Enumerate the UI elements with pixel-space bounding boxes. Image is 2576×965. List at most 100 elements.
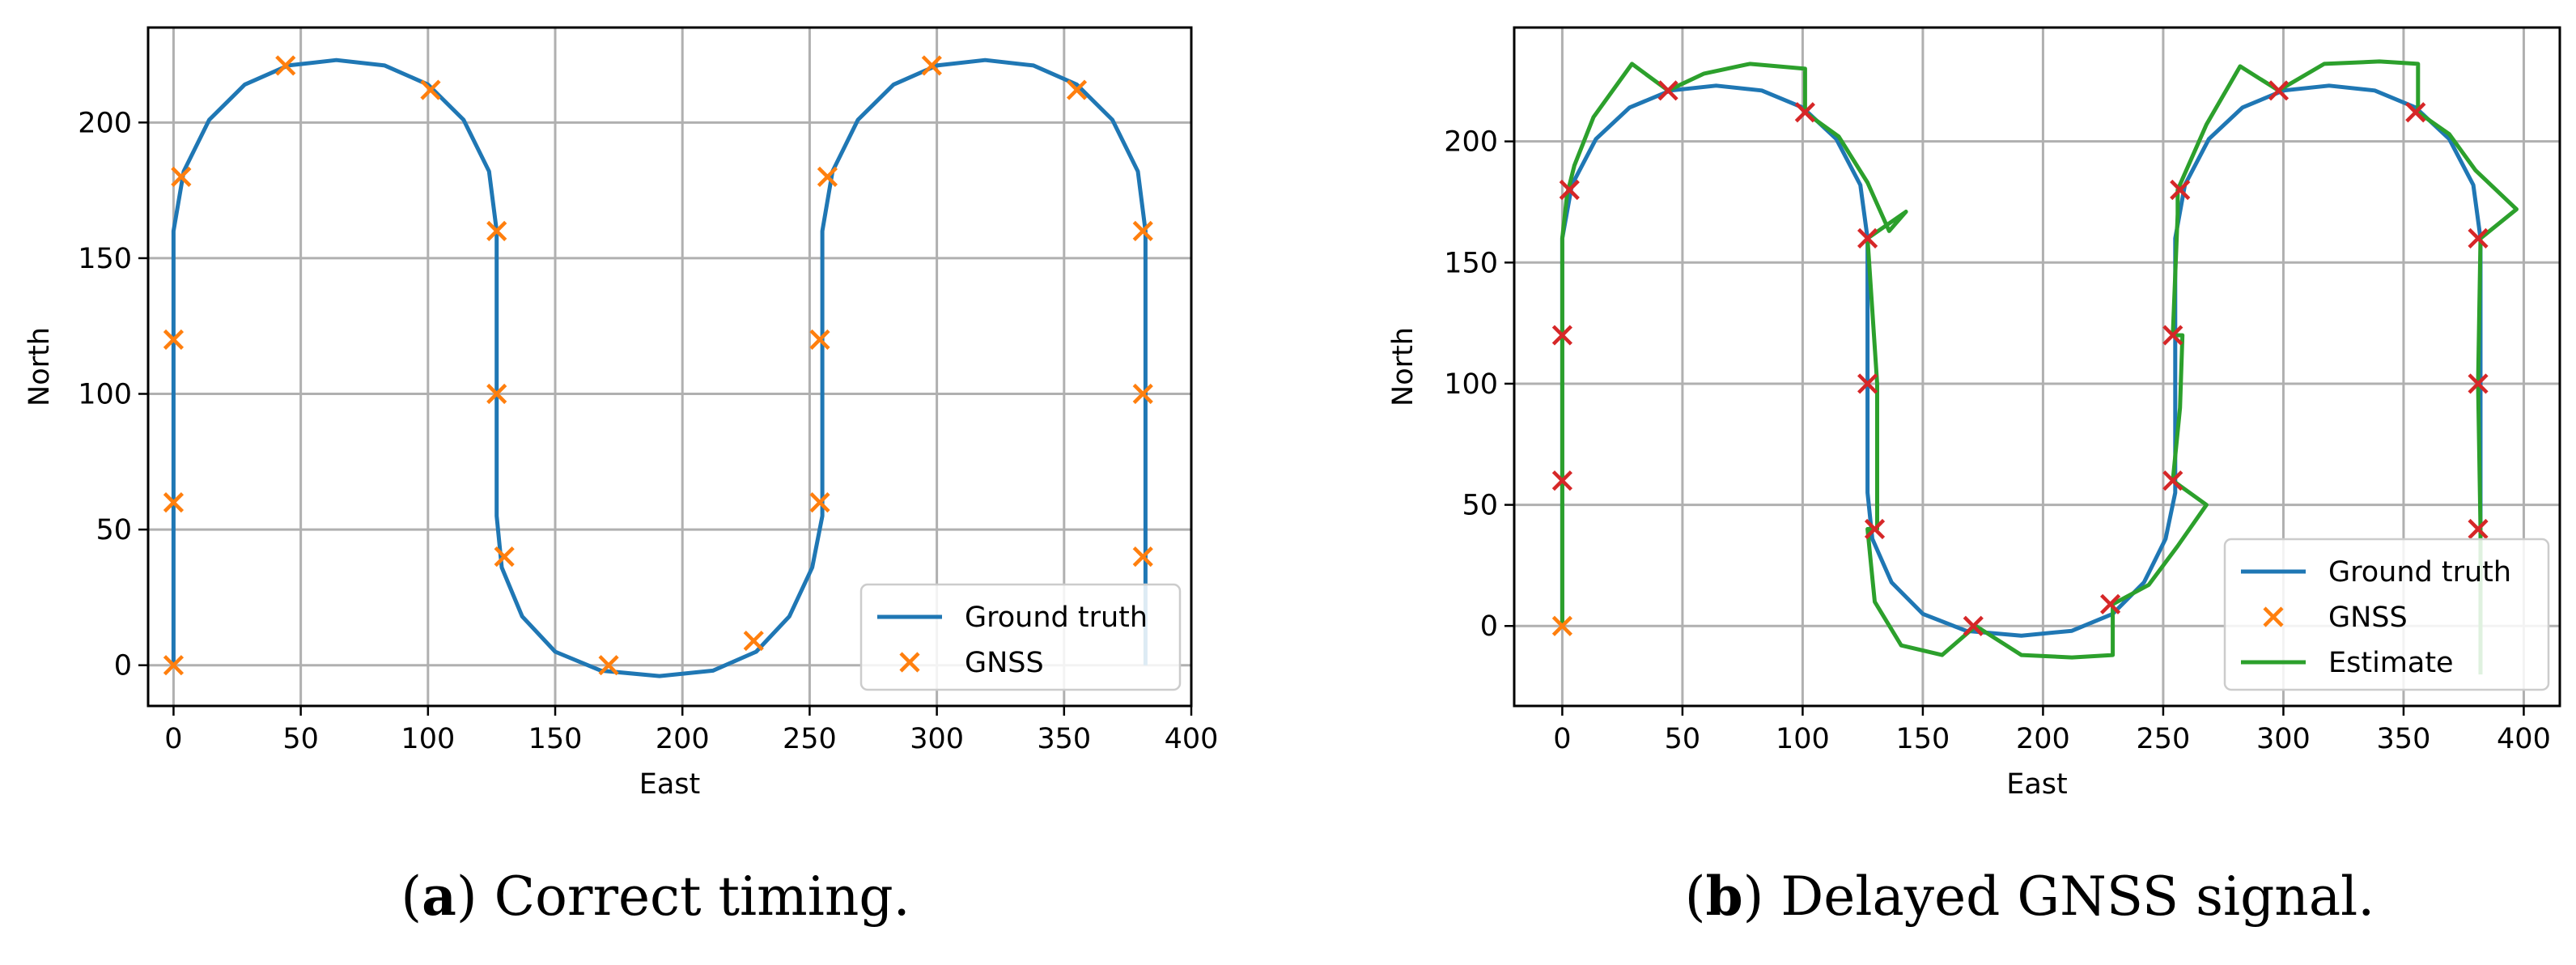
- gnss-delayed-marker: [1864, 518, 1886, 540]
- x-tick-label: 150: [528, 723, 583, 755]
- x-tick-label: 200: [2016, 723, 2070, 755]
- y-tick-label: 100: [78, 379, 132, 411]
- legend-entry: GNSS: [2263, 602, 2408, 634]
- gnss-delayed-marker: [1657, 80, 1678, 101]
- y-tick-label: 50: [1462, 490, 1498, 522]
- legend-label: Ground truth: [965, 602, 1148, 634]
- gnss-delayed-marker: [2405, 102, 2426, 123]
- y-tick-label: 0: [114, 650, 132, 682]
- panel-a-caption-text: Correct timing.: [494, 865, 910, 928]
- legend-label: GNSS: [965, 647, 1044, 679]
- gnss-marker: [1132, 546, 1153, 568]
- gnss-delayed-marker: [2468, 373, 2489, 394]
- legend-marker-swatch: [899, 652, 920, 673]
- gnss-delayed-marker: [1551, 470, 1572, 491]
- x-tick-label: 350: [1037, 723, 1091, 755]
- gnss-marker: [1132, 220, 1153, 241]
- panel-a-axes-frame: [146, 26, 1193, 708]
- x-tick-label: 0: [164, 723, 182, 755]
- legend-entry: Ground truth: [877, 602, 1148, 634]
- panel-a-legend: Ground truth GNSS: [859, 583, 1182, 691]
- ground-truth-line: [171, 57, 1148, 678]
- legend-entry: Estimate: [2241, 647, 2454, 679]
- gnss-delayed-marker: [1963, 615, 1984, 636]
- gnss-marker: [809, 329, 830, 351]
- gnss-marker: [921, 55, 942, 76]
- panel-b-x-axis-label: East: [2006, 768, 2068, 801]
- y-tick-label: 50: [95, 514, 132, 546]
- gnss-marker: [486, 383, 507, 405]
- gnss-marker: [163, 329, 185, 351]
- gnss-delayed-marker: [2162, 325, 2183, 346]
- x-tick-label: 100: [1776, 723, 1830, 755]
- gnss-marker: [1066, 79, 1088, 100]
- gnss-marker: [420, 79, 441, 100]
- estimate-line: [1560, 59, 2519, 675]
- panel-b-caption-text: Delayed GNSS signal.: [1780, 865, 2374, 928]
- y-tick-label: 100: [1444, 368, 1498, 401]
- x-tick-label: 0: [1553, 723, 1571, 755]
- panel-b-y-axis-label: North: [1387, 327, 1420, 406]
- panel-a-x-axis-label: East: [639, 768, 701, 801]
- legend-label: GNSS: [2328, 602, 2408, 634]
- y-tick-label: 150: [1444, 247, 1498, 279]
- gnss-marker: [163, 655, 185, 676]
- panel-a-ticks: 0 50 100 150 200 250 300 350 400 0 50 100 150 200: [78, 107, 1218, 755]
- gnss-delayed-marker: [1559, 179, 1580, 201]
- gnss-delayed-marker: [2468, 518, 2489, 540]
- gnss-marker: [817, 166, 838, 187]
- x-tick-label: 250: [2137, 723, 2191, 755]
- y-tick-label: 150: [78, 243, 132, 275]
- x-tick-label: 100: [401, 723, 455, 755]
- gnss-delayed-marker: [1551, 325, 1572, 346]
- x-tick-label: 200: [656, 723, 710, 755]
- y-tick-label: 0: [1480, 610, 1498, 643]
- y-tick-label: 200: [78, 107, 132, 139]
- x-tick-label: 300: [910, 723, 964, 755]
- gnss-delayed-marker: [1857, 227, 1878, 249]
- x-tick-label: 150: [1896, 723, 1950, 755]
- gnss-delayed-marker: [1794, 102, 1815, 123]
- gnss-marker: [809, 492, 830, 513]
- legend-entry: GNSS: [899, 647, 1044, 679]
- panel-a-caption-letter: a: [422, 865, 456, 928]
- gnss-delayed-marker: [2468, 227, 2489, 249]
- ground-truth-line: [1560, 83, 2483, 638]
- gnss-delayed-marker: [2170, 179, 2191, 201]
- gnss-marker: [1551, 615, 1572, 636]
- legend-label: Estimate: [2328, 647, 2454, 679]
- legend-box: [859, 583, 1182, 691]
- x-tick-label: 350: [2377, 723, 2431, 755]
- panel-b-data: [1551, 59, 2519, 675]
- panel-b-ticks: 0 50 100 150 200 250 300 350 400 0 50 100 150 200: [1444, 126, 2551, 755]
- gnss-marker: [598, 655, 619, 676]
- gnss-marker: [743, 630, 764, 652]
- x-tick-label: 400: [2497, 723, 2551, 755]
- gnss-delayed-marker: [2162, 470, 2183, 491]
- gnss-marker: [1132, 383, 1153, 405]
- legend-marker-swatch: [2263, 606, 2284, 627]
- panel-a-data: [163, 55, 1153, 678]
- x-tick-label: 50: [282, 723, 319, 755]
- gnss-delayed-marker: [2099, 593, 2121, 614]
- gnss-marker: [494, 546, 515, 568]
- gnss-delayed-marker: [1857, 373, 1878, 394]
- gnss-delayed-marker: [2268, 80, 2290, 101]
- panel-b-axes-frame: [1513, 26, 2561, 708]
- x-tick-label: 50: [1665, 723, 1701, 755]
- panel-a-y-axis-label: North: [23, 327, 56, 406]
- panel-b-caption-letter: b: [1705, 865, 1742, 928]
- panel-b-caption: (b) Delayed GNSS signal.: [1685, 865, 2375, 928]
- panel-a-grid: [148, 28, 1193, 706]
- panel-b-chart: 0 50 100 150 200 250 300 350 400 0 50 100 150 200 Eas…: [1387, 26, 2561, 928]
- x-tick-label: 250: [783, 723, 837, 755]
- x-tick-label: 300: [2256, 723, 2311, 755]
- gnss-marker: [486, 220, 507, 241]
- legend-label: Ground truth: [2328, 556, 2511, 589]
- gnss-marker: [171, 166, 192, 187]
- y-tick-label: 200: [1444, 126, 1498, 159]
- x-tick-label: 400: [1165, 723, 1219, 755]
- panel-a-caption: (a) Correct timing.: [401, 865, 910, 928]
- legend-box: [2223, 538, 2550, 691]
